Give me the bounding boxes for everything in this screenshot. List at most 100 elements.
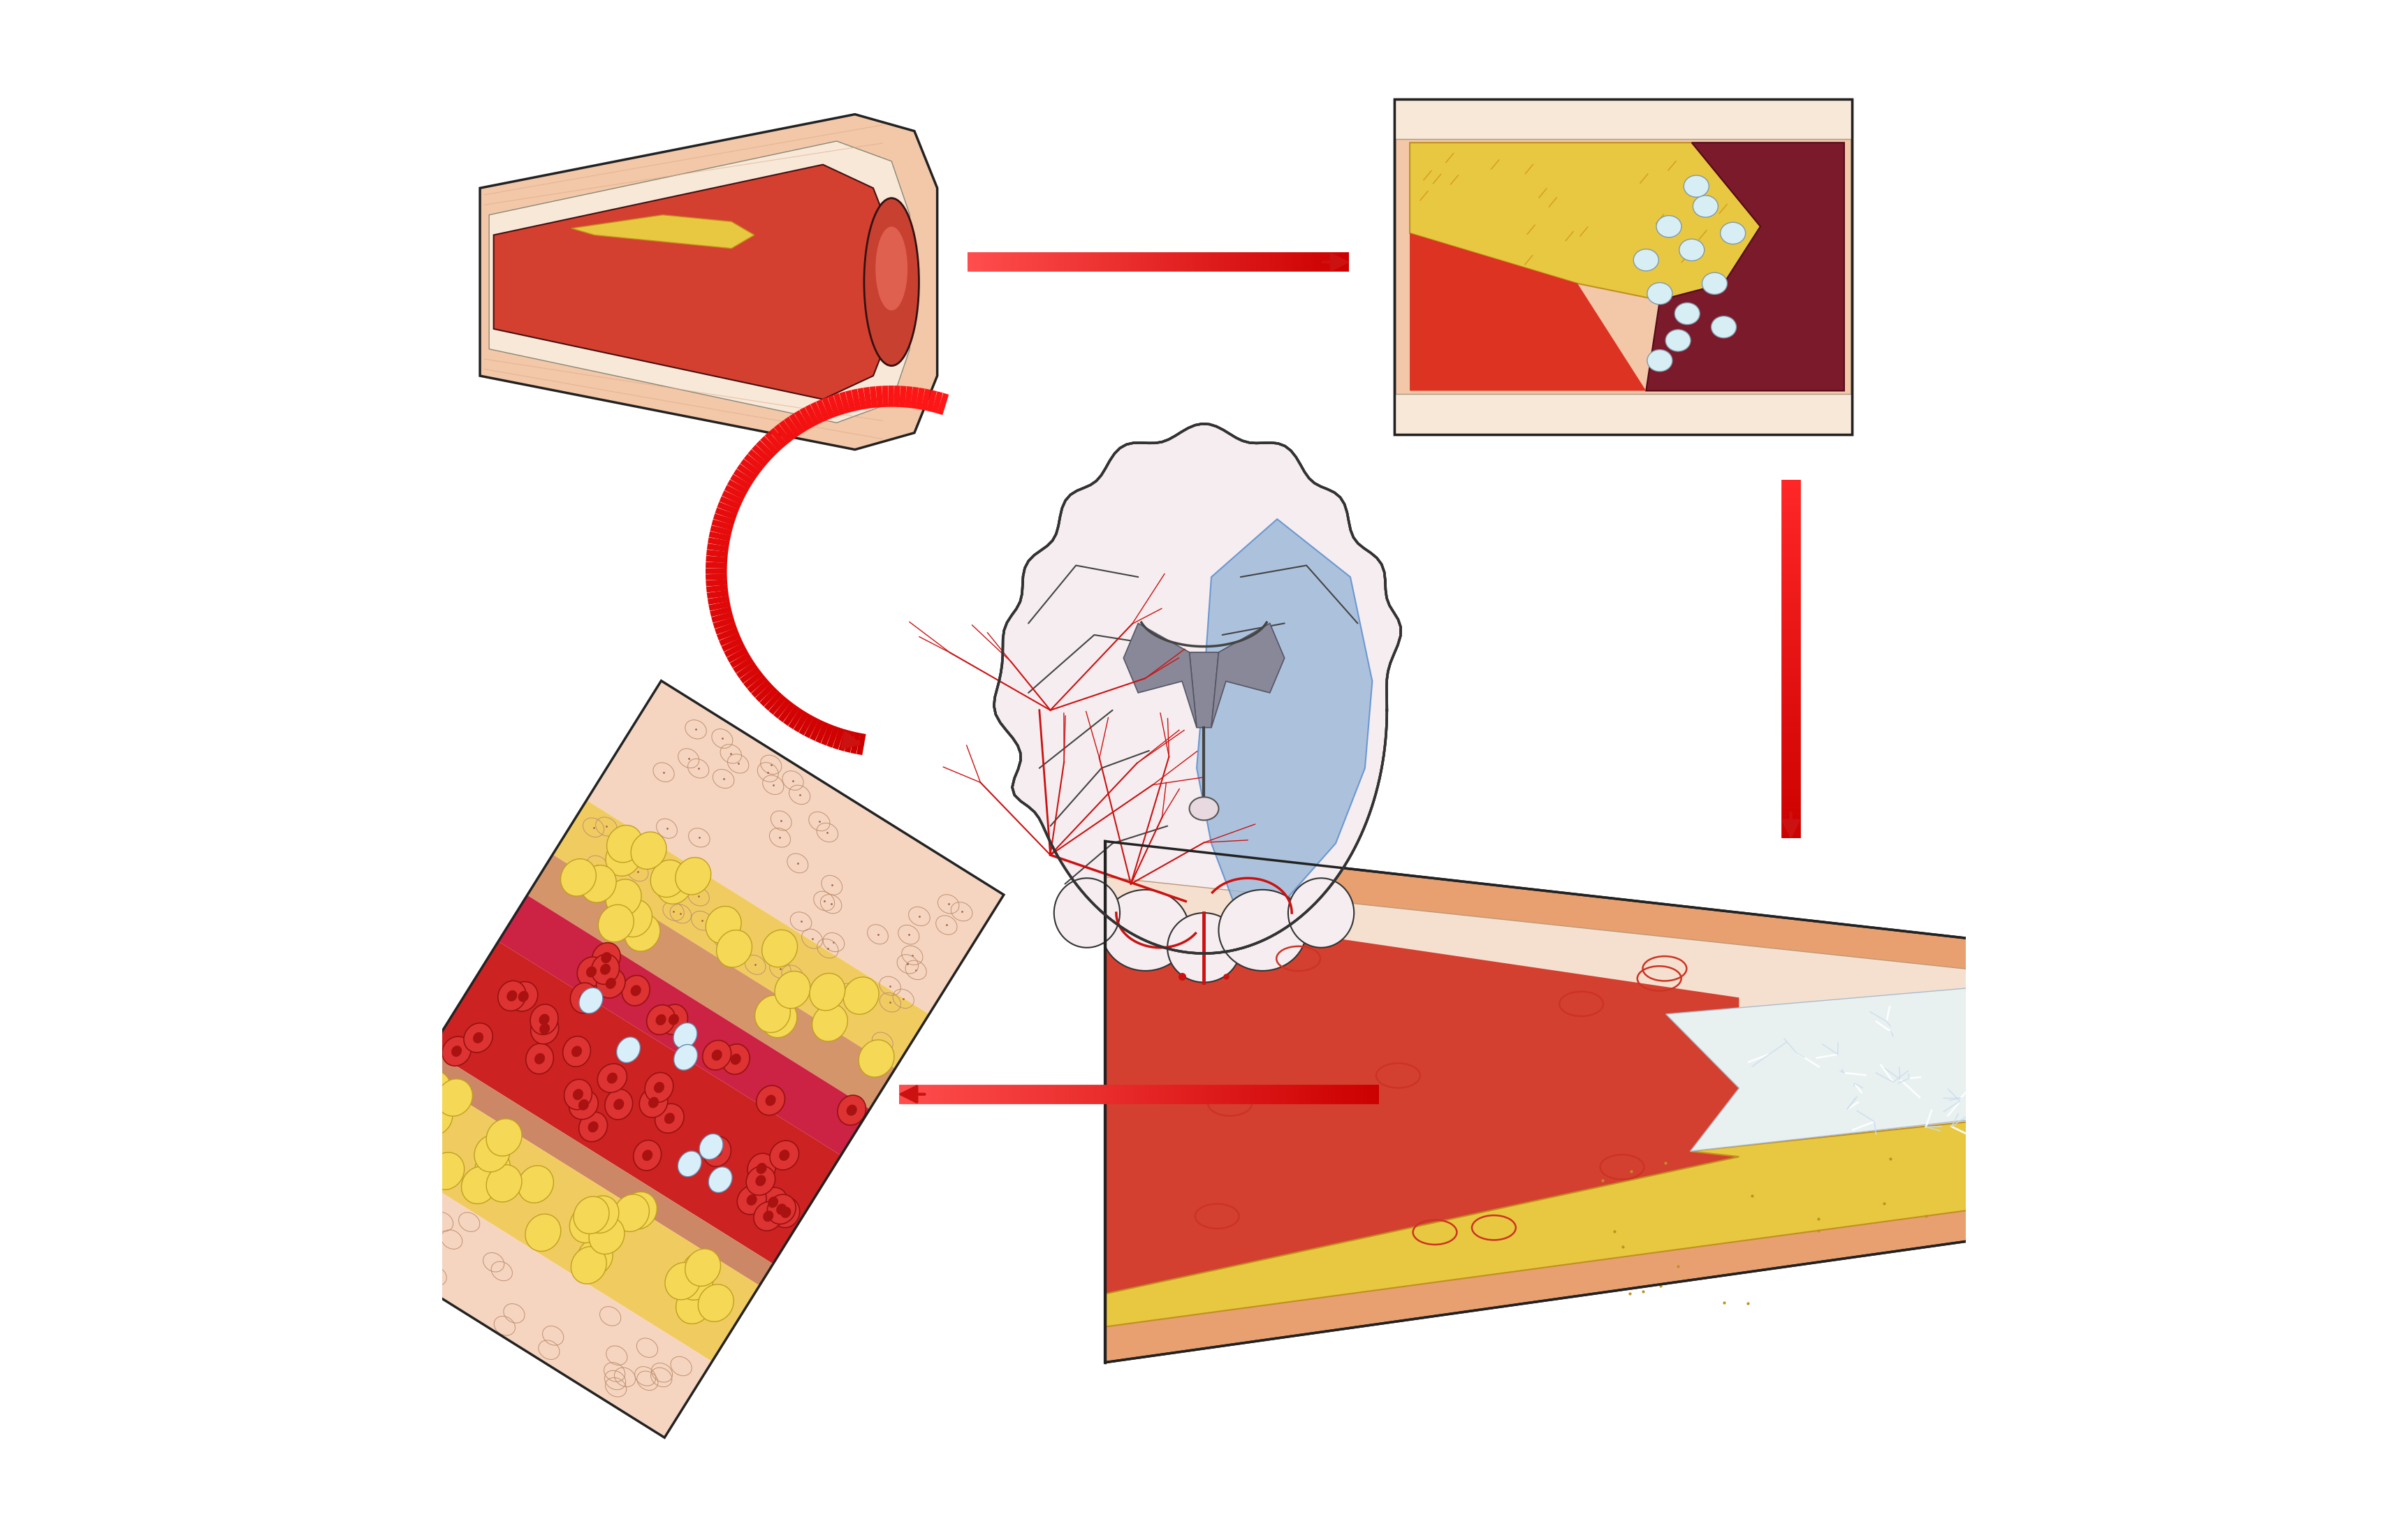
Ellipse shape — [708, 1167, 732, 1193]
Ellipse shape — [614, 1195, 650, 1231]
Ellipse shape — [763, 1210, 773, 1222]
Ellipse shape — [766, 1094, 775, 1106]
Ellipse shape — [768, 1195, 795, 1224]
Ellipse shape — [1693, 195, 1717, 218]
Ellipse shape — [583, 1196, 619, 1233]
Ellipse shape — [1190, 797, 1218, 820]
Ellipse shape — [655, 1013, 667, 1026]
Polygon shape — [1394, 99, 1852, 139]
Ellipse shape — [660, 1004, 689, 1035]
Ellipse shape — [578, 957, 604, 988]
Ellipse shape — [518, 991, 530, 1001]
Ellipse shape — [573, 1090, 583, 1100]
Ellipse shape — [530, 1013, 559, 1044]
Polygon shape — [1105, 876, 2105, 1327]
Polygon shape — [1105, 1108, 2119, 1327]
Ellipse shape — [677, 1286, 710, 1324]
Polygon shape — [1190, 652, 1218, 727]
Ellipse shape — [506, 991, 518, 1001]
Ellipse shape — [1168, 913, 1240, 983]
Ellipse shape — [462, 1166, 496, 1204]
Ellipse shape — [1647, 349, 1671, 372]
Ellipse shape — [486, 1164, 523, 1202]
Ellipse shape — [650, 860, 686, 898]
Polygon shape — [417, 1050, 773, 1286]
Polygon shape — [368, 1071, 759, 1361]
Ellipse shape — [539, 1013, 549, 1026]
Ellipse shape — [1647, 282, 1671, 305]
Ellipse shape — [518, 1166, 554, 1202]
Ellipse shape — [754, 1201, 783, 1231]
Ellipse shape — [655, 1103, 684, 1132]
Ellipse shape — [746, 1154, 775, 1184]
Ellipse shape — [655, 1082, 665, 1093]
Ellipse shape — [571, 983, 597, 1013]
Ellipse shape — [607, 879, 641, 916]
Ellipse shape — [474, 1135, 510, 1172]
Ellipse shape — [838, 1096, 867, 1125]
Ellipse shape — [768, 1196, 778, 1209]
Ellipse shape — [674, 1023, 696, 1049]
Ellipse shape — [684, 1248, 720, 1286]
Polygon shape — [1666, 978, 2119, 1151]
Ellipse shape — [571, 1045, 583, 1058]
Ellipse shape — [429, 1152, 465, 1190]
Ellipse shape — [681, 1253, 718, 1289]
Ellipse shape — [621, 1192, 657, 1230]
Ellipse shape — [1666, 329, 1690, 352]
Ellipse shape — [1674, 303, 1700, 325]
Polygon shape — [1394, 99, 1852, 434]
Polygon shape — [431, 942, 840, 1263]
Ellipse shape — [771, 1140, 799, 1170]
Ellipse shape — [561, 860, 597, 896]
Ellipse shape — [703, 1137, 732, 1166]
Ellipse shape — [607, 1073, 616, 1084]
Polygon shape — [498, 895, 869, 1155]
Ellipse shape — [643, 1149, 653, 1161]
Ellipse shape — [645, 1073, 674, 1102]
Ellipse shape — [508, 981, 537, 1012]
Ellipse shape — [775, 971, 809, 1009]
Ellipse shape — [1100, 890, 1190, 971]
Polygon shape — [571, 215, 754, 248]
Ellipse shape — [657, 867, 691, 904]
Ellipse shape — [1719, 223, 1746, 244]
Ellipse shape — [535, 1053, 544, 1064]
Polygon shape — [479, 114, 937, 450]
Ellipse shape — [1657, 215, 1681, 238]
Ellipse shape — [746, 1166, 775, 1195]
Polygon shape — [323, 1148, 713, 1437]
Ellipse shape — [674, 1044, 698, 1070]
Ellipse shape — [624, 914, 660, 951]
Ellipse shape — [809, 974, 845, 1010]
Ellipse shape — [578, 1099, 590, 1111]
Ellipse shape — [597, 969, 626, 998]
Ellipse shape — [604, 978, 616, 989]
Ellipse shape — [703, 1041, 732, 1070]
Ellipse shape — [1712, 315, 1736, 338]
Ellipse shape — [578, 988, 602, 1013]
Ellipse shape — [706, 907, 742, 943]
Ellipse shape — [756, 1163, 766, 1173]
Ellipse shape — [754, 995, 790, 1033]
Ellipse shape — [607, 838, 641, 876]
Ellipse shape — [761, 1000, 797, 1038]
Ellipse shape — [746, 1195, 756, 1205]
Ellipse shape — [1055, 878, 1120, 948]
Ellipse shape — [525, 1215, 561, 1251]
Polygon shape — [1105, 841, 2129, 1362]
Ellipse shape — [525, 1044, 554, 1074]
Ellipse shape — [633, 1140, 662, 1170]
Ellipse shape — [539, 1023, 549, 1035]
Ellipse shape — [1218, 890, 1308, 971]
Ellipse shape — [486, 1119, 523, 1157]
Ellipse shape — [578, 1237, 612, 1276]
Ellipse shape — [631, 832, 667, 869]
Ellipse shape — [877, 227, 908, 311]
Ellipse shape — [780, 1149, 790, 1161]
Polygon shape — [554, 800, 929, 1068]
Ellipse shape — [698, 1134, 722, 1160]
Ellipse shape — [472, 1032, 484, 1044]
Ellipse shape — [665, 1262, 701, 1300]
Ellipse shape — [759, 1187, 787, 1218]
